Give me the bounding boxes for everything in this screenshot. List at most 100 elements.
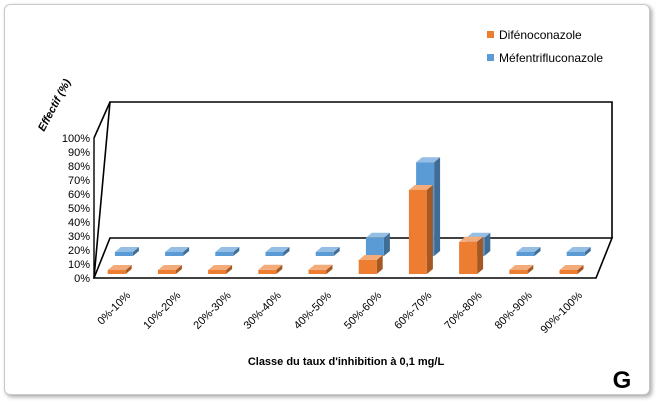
bar-series1-50%-60%-front <box>365 237 384 256</box>
bar-series0-20%-30%-top <box>208 265 233 270</box>
bar-series0-20%-30%-side <box>226 265 233 274</box>
bar-series0-90%-100% <box>559 265 584 274</box>
bar-series1-90%-100%-top <box>566 247 591 252</box>
bar-series0-50%-60%-front <box>358 260 377 274</box>
x-tick-label: 30%-40% <box>242 289 284 331</box>
bar-series1-70%-80%-top <box>466 232 491 238</box>
bar-series1-30%-40%-top <box>265 247 290 252</box>
bar-series1-10%-20%-front <box>165 252 184 256</box>
bar-series0-50%-60% <box>358 255 383 274</box>
bar-series1-30%-40%-front <box>265 252 284 256</box>
bar-series1-50%-60% <box>365 232 390 256</box>
bar-series0-80%-90%-side <box>527 265 534 274</box>
bar-series0-50%-60%-top <box>358 255 383 260</box>
bar-series0-80%-90% <box>509 265 534 274</box>
y-tick-label: 10% <box>68 259 90 271</box>
y-tick-label: 70% <box>68 175 90 187</box>
bar-series0-40%-50%-side <box>326 264 333 274</box>
bar-series0-30%-40%-side <box>276 264 283 274</box>
bar-series1-90%-100%-front <box>566 252 585 256</box>
bar-series0-40%-50%-front <box>308 269 327 274</box>
bar-series1-0%-10%-top <box>114 247 139 252</box>
bar-series1-80%-90% <box>516 247 541 256</box>
chart-frame <box>4 4 650 395</box>
bar-series1-40%-50%-top <box>315 247 340 252</box>
bar-series0-10%-20% <box>157 265 182 274</box>
bar-series0-70%-80%-front <box>459 241 478 274</box>
x-tick-label: 70%-80% <box>442 289 484 331</box>
x-axis-title: Classe du taux d'inhibition à 0,1 mg/L <box>248 356 445 368</box>
bar-series0-90%-100%-top <box>559 265 584 270</box>
y-tick-label: 50% <box>68 203 90 215</box>
bar-series1-90%-100%-side <box>584 247 591 256</box>
bar-series0-80%-90%-front <box>509 270 528 274</box>
y-tick-label: 80% <box>68 161 90 173</box>
bar-series1-50%-60%-top <box>365 232 390 238</box>
bar-series1-10%-20%-top <box>165 247 190 252</box>
y-tick-label: 90% <box>68 147 90 159</box>
y-tick-label: 60% <box>68 189 90 201</box>
bar-series0-10%-20%-top <box>157 265 182 270</box>
legend-label-mefentrifluconazole: Méfentrifluconazole <box>499 51 603 65</box>
bar-series0-80%-90%-top <box>509 265 534 270</box>
bar-series1-90%-100% <box>566 247 591 256</box>
bar-series0-0%-10%-side <box>125 265 132 274</box>
bar-series0-30%-40% <box>258 264 283 274</box>
bar-series1-80%-90%-front <box>516 252 535 256</box>
bar-series1-20%-30% <box>215 247 240 256</box>
y-tick-label: 20% <box>68 245 90 257</box>
bar-series1-0%-10%-side <box>132 247 139 256</box>
bar-series0-60%-70%-front <box>408 190 427 274</box>
x-tick-label: 60%-70% <box>392 289 434 331</box>
bar-series1-50%-60%-side <box>383 232 390 256</box>
bar-series0-10%-20%-front <box>157 270 176 274</box>
bar-series0-70%-80%-top <box>459 236 484 242</box>
bar-series1-70%-80%-side <box>484 232 491 256</box>
bar-series1-20%-30%-front <box>215 252 234 256</box>
bar-series1-20%-30%-top <box>215 247 240 252</box>
bar-series0-10%-20%-side <box>175 265 182 274</box>
legend: Difénoconazole Méfentrifluconazole <box>487 28 603 65</box>
y-tick-label: 30% <box>68 231 90 243</box>
legend-swatch-difenoconazole <box>487 31 494 38</box>
bar-series1-10%-20%-side <box>183 247 190 256</box>
x-tick-label: 10%-20% <box>141 289 183 331</box>
bar-series0-70%-80%-side <box>477 236 484 274</box>
y-tick-label: 0% <box>74 273 90 285</box>
panel-label: G <box>613 367 632 394</box>
bar-series0-90%-100%-side <box>577 265 584 274</box>
bar-series0-30%-40%-top <box>258 264 283 270</box>
bar-series0-0%-10%-front <box>107 270 126 274</box>
floor <box>92 237 614 279</box>
x-tick-label: 90%-100% <box>538 289 585 336</box>
bar-series0-40%-50% <box>308 264 333 274</box>
y-tick-label: 40% <box>68 217 90 229</box>
bar-series0-30%-40%-front <box>258 269 277 274</box>
x-tick-label: 80%-90% <box>493 289 535 331</box>
bar-series1-80%-90%-side <box>534 247 541 256</box>
bar-series0-60%-70%-side <box>426 185 433 274</box>
bar-series1-40%-50% <box>315 247 340 256</box>
bar-series0-50%-60%-side <box>376 255 383 274</box>
y-tick-label: 100% <box>62 133 90 145</box>
bar-series0-20%-30% <box>208 265 233 274</box>
bar-series1-80%-90%-top <box>516 247 541 252</box>
bar-series1-20%-30%-side <box>233 247 240 256</box>
bar-series0-90%-100%-front <box>559 270 578 274</box>
legend-swatch-mefentrifluconazole <box>487 54 494 61</box>
bar-series0-0%-10% <box>107 265 132 274</box>
x-tick-label: 0%-10% <box>95 289 133 327</box>
y-axis-depth-edge <box>93 101 111 139</box>
bar-series1-10%-20% <box>165 247 190 256</box>
bar-series0-0%-10%-top <box>107 265 132 270</box>
legend-label-difenoconazole: Difénoconazole <box>499 28 582 42</box>
bar-series0-60%-70% <box>408 185 433 274</box>
y-axis-title: Effectif (%) <box>36 77 74 133</box>
bar-series1-60%-70%-top <box>416 157 441 163</box>
bar-series1-40%-50%-side <box>333 247 340 256</box>
bar-series0-70%-80% <box>459 236 484 274</box>
x-tick-label: 40%-50% <box>292 289 334 331</box>
bar-series1-0%-10%-front <box>114 252 133 256</box>
bar-series1-0%-10% <box>114 247 139 256</box>
